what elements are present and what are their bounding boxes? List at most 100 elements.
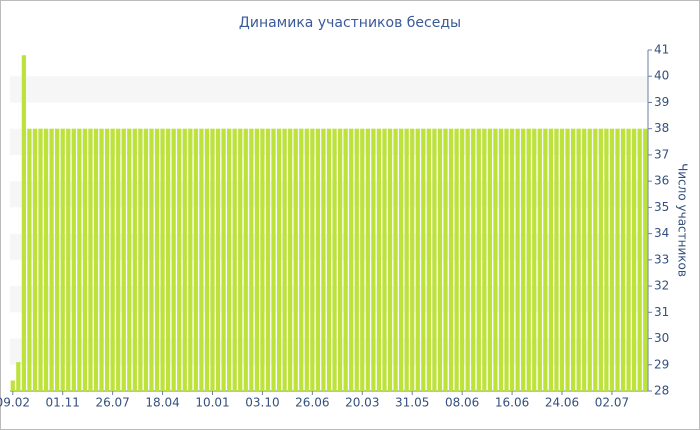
bar: [288, 128, 293, 391]
x-tick-label: 10.01: [195, 396, 229, 410]
bar: [71, 128, 76, 391]
bar: [299, 128, 304, 391]
bar: [509, 128, 515, 391]
bar: [110, 128, 115, 391]
bar: [643, 128, 648, 391]
bar: [116, 128, 121, 391]
x-tick-label: 03.10: [245, 396, 279, 410]
bar: [249, 128, 254, 391]
bar: [582, 128, 587, 391]
bar: [132, 128, 137, 391]
bar: [399, 128, 404, 391]
bar: [343, 128, 348, 391]
x-tick-label: 08.06: [445, 396, 479, 410]
bar: [265, 128, 271, 391]
bar: [16, 362, 21, 391]
bar: [521, 128, 526, 391]
bar: [99, 128, 104, 391]
x-tick-label: 31.05: [395, 396, 429, 410]
bar: [221, 128, 226, 391]
bar: [415, 128, 420, 391]
bar: [282, 128, 287, 391]
y-tick-label: 41: [654, 43, 669, 57]
bar: [526, 128, 531, 391]
bar: [193, 128, 198, 391]
y-tick-label: 39: [654, 95, 669, 109]
bar: [537, 128, 542, 391]
bar: [515, 128, 520, 391]
bar: [104, 128, 110, 391]
bar: [471, 128, 476, 391]
y-tick-label: 29: [654, 357, 669, 371]
bar: [149, 128, 154, 391]
bar: [93, 128, 99, 391]
bar: [498, 128, 504, 391]
bar: [593, 128, 598, 391]
bar: [554, 128, 559, 391]
bar: [626, 128, 631, 391]
bar: [604, 128, 609, 391]
bar: [598, 128, 603, 391]
x-tick-label: 09.02: [0, 396, 30, 410]
bar: [210, 128, 215, 391]
bar: [254, 128, 259, 391]
bar: [121, 128, 126, 391]
chart-title: Динамика участников беседы: [239, 15, 461, 31]
bar: [421, 128, 426, 391]
bar: [460, 128, 465, 391]
bar: [188, 128, 193, 391]
bar: [337, 128, 343, 391]
bar: [199, 128, 204, 391]
bar: [465, 128, 470, 391]
bar: [55, 128, 60, 391]
bar: [570, 128, 576, 391]
x-tick-label: 24.06: [545, 396, 579, 410]
bar: [476, 128, 481, 391]
bar: [160, 128, 165, 391]
x-tick-label: 26.06: [295, 396, 329, 410]
bar: [609, 128, 615, 391]
y-tick-label: 33: [654, 252, 669, 266]
x-tick-label: 20.03: [345, 396, 379, 410]
bar: [154, 128, 160, 391]
y-tick-label: 35: [654, 200, 669, 214]
bar: [143, 128, 149, 391]
bar: [60, 128, 65, 391]
bar: [310, 128, 315, 391]
x-tick-label: 01.11: [46, 396, 80, 410]
bar: [410, 128, 415, 391]
bar: [182, 128, 187, 391]
y-tick-label: 40: [654, 69, 669, 83]
bar: [559, 128, 565, 391]
bar: [493, 128, 498, 391]
bar: [376, 128, 382, 391]
bar: [382, 128, 387, 391]
bar: [437, 128, 443, 391]
bar: [632, 128, 637, 391]
bar: [393, 128, 398, 391]
bar: [271, 128, 276, 391]
bar: [88, 128, 93, 391]
bar: [243, 128, 248, 391]
bar: [10, 380, 15, 391]
y-tick-label: 38: [654, 121, 669, 135]
bar: [138, 128, 143, 391]
y-tick-label: 34: [654, 226, 669, 240]
bar: [565, 128, 570, 391]
bar: [454, 128, 459, 391]
bar: [448, 128, 454, 391]
bar: [548, 128, 554, 391]
y-tick-label: 36: [654, 174, 669, 188]
bar: [504, 128, 509, 391]
bar: [576, 128, 581, 391]
bar: [177, 128, 182, 391]
bar: [66, 128, 71, 391]
bar: [543, 128, 548, 391]
bar: [482, 128, 487, 391]
bar: [232, 128, 237, 391]
bar: [276, 128, 282, 391]
bar: [304, 128, 309, 391]
y-tick-label: 28: [654, 384, 669, 398]
